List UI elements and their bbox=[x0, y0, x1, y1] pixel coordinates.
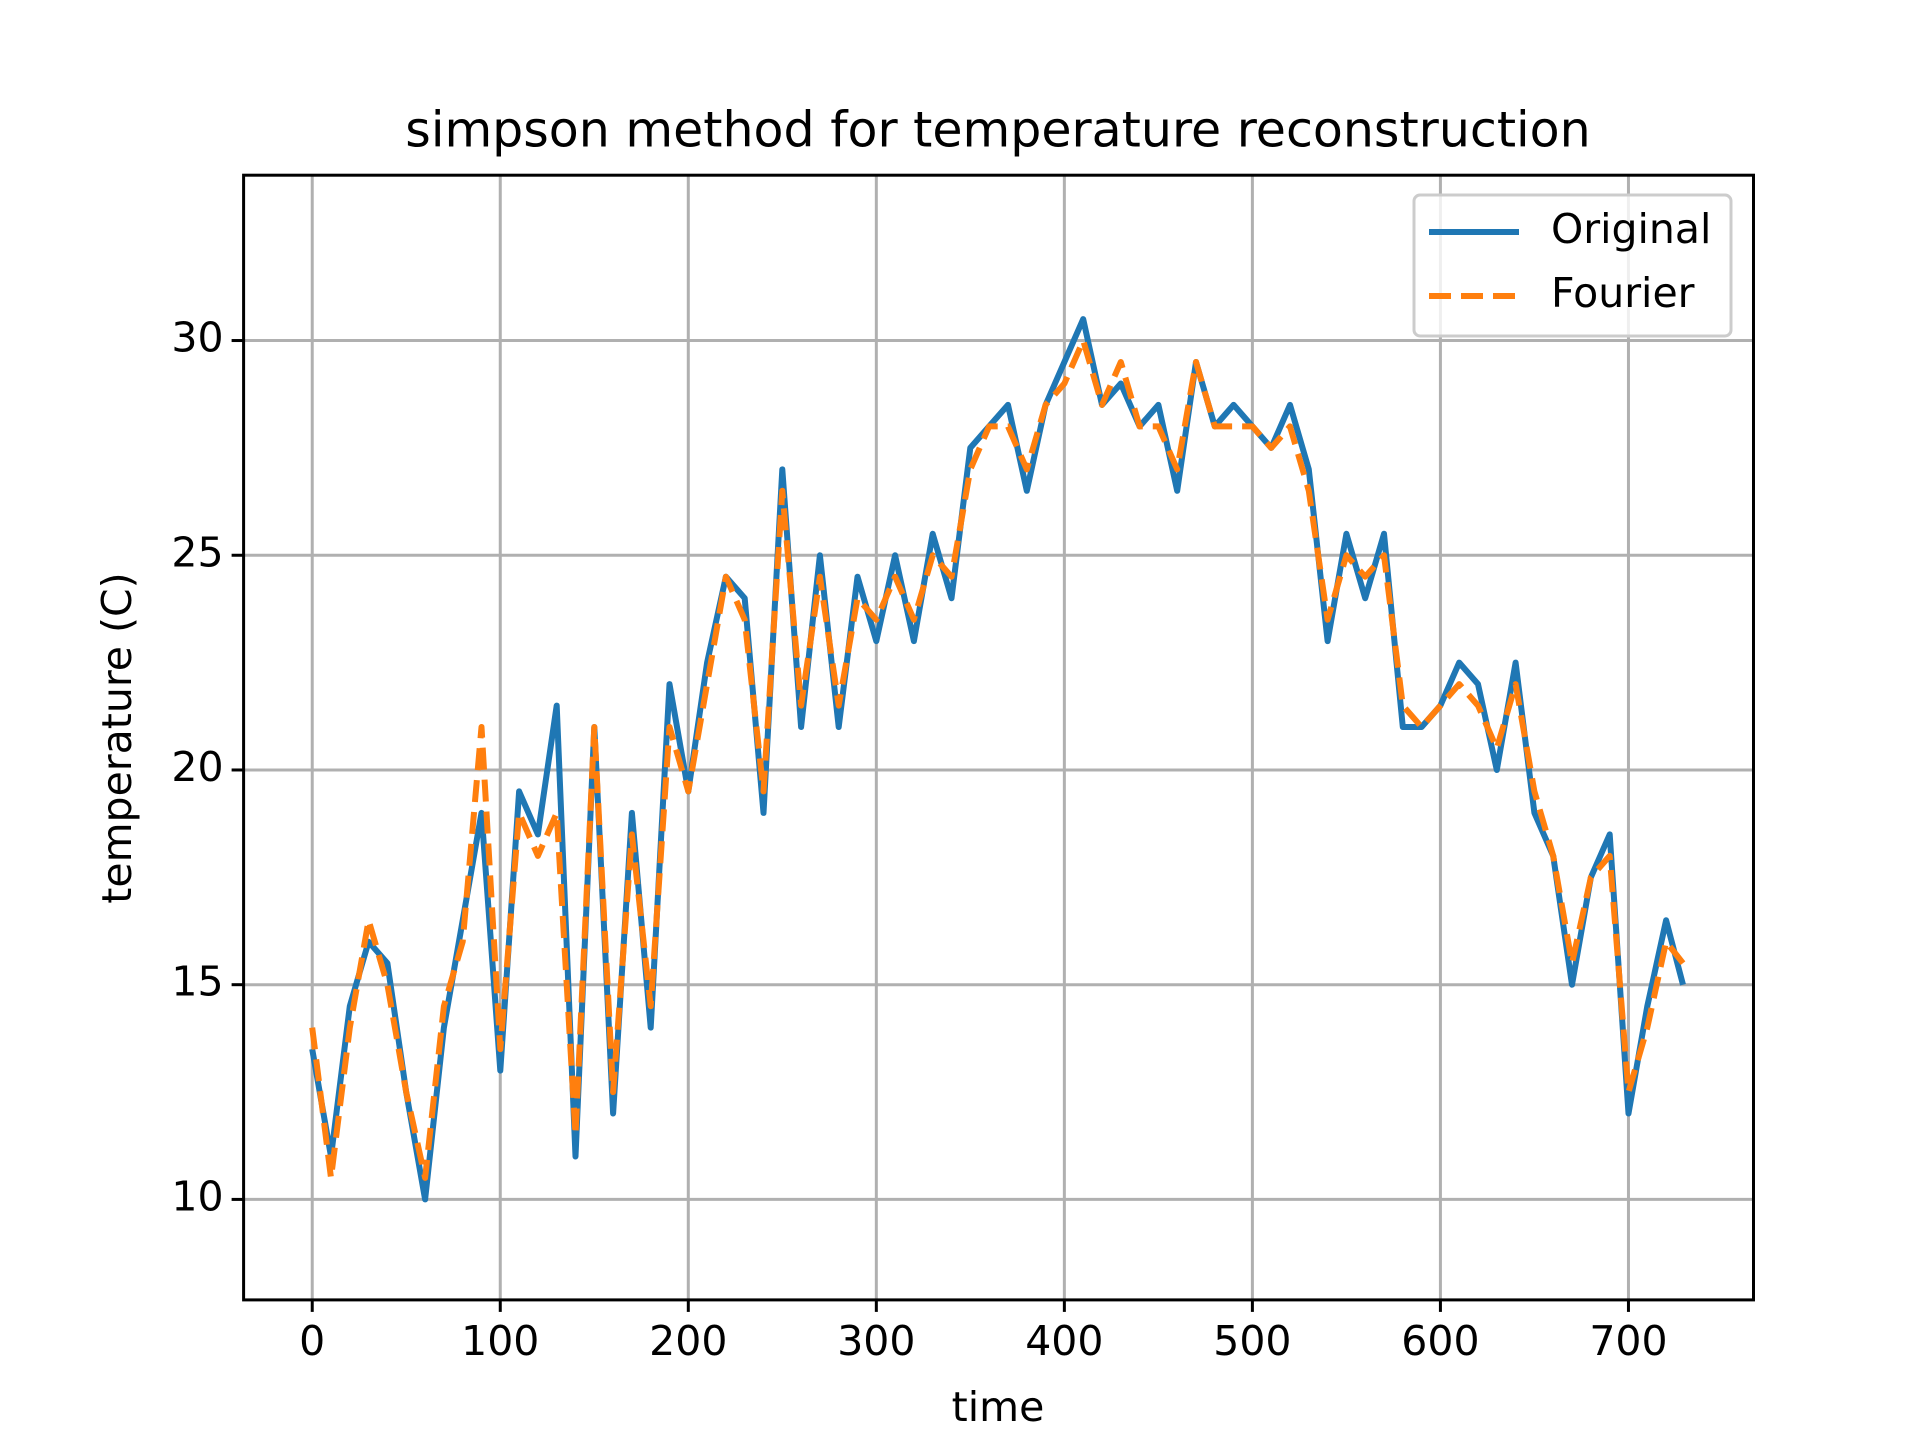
plot-frame bbox=[242, 173, 1756, 1302]
y-tick-label: 10 bbox=[171, 1172, 223, 1220]
data-line bbox=[309, 316, 1686, 1203]
x-tick-label: 300 bbox=[837, 1317, 915, 1365]
y-tick-label: 30 bbox=[171, 314, 223, 362]
x-tick-label: 0 bbox=[299, 1317, 325, 1365]
x-tick-label: 600 bbox=[1401, 1317, 1479, 1365]
legend: Original Fourier bbox=[1412, 193, 1733, 338]
y-tick-label: 15 bbox=[171, 958, 223, 1006]
x-tick-label: 500 bbox=[1213, 1317, 1291, 1365]
y-tick-label: 25 bbox=[171, 528, 223, 576]
y-tick-label: 20 bbox=[171, 743, 223, 791]
legend-label: Original bbox=[1551, 205, 1711, 253]
y-axis-label: temperature (C) bbox=[93, 572, 141, 903]
x-tick-label: 200 bbox=[649, 1317, 727, 1365]
data-line bbox=[309, 337, 1686, 1181]
x-axis-label: time bbox=[952, 1383, 1045, 1431]
chart-title: simpson method for temperature reconstru… bbox=[405, 102, 1590, 159]
x-tick-label: 700 bbox=[1589, 1317, 1667, 1365]
x-tick-label: 400 bbox=[1025, 1317, 1103, 1365]
x-tick-label: 100 bbox=[461, 1317, 539, 1365]
legend-label: Fourier bbox=[1551, 269, 1695, 317]
